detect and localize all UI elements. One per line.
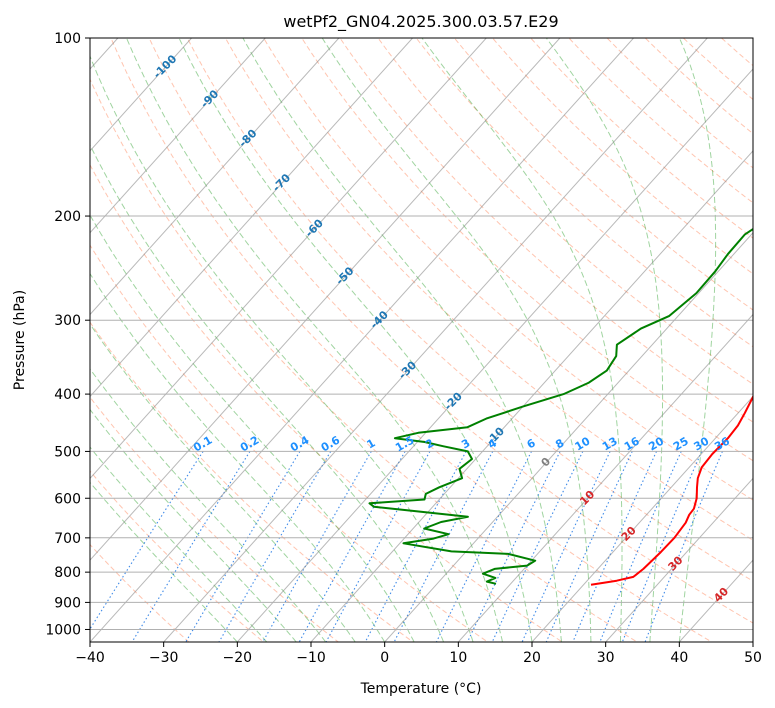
mixing-ratio-line xyxy=(90,451,204,630)
y-tick-label: 900 xyxy=(54,595,81,611)
x-tick-label: 40 xyxy=(670,650,688,666)
dry-adiabat-line xyxy=(224,38,753,541)
isotherm-line xyxy=(90,38,487,480)
y-tick-label: 800 xyxy=(54,565,81,581)
moist-adiabat-line xyxy=(321,38,592,642)
background-lines xyxy=(90,38,753,642)
mixing-ratio-line xyxy=(435,451,532,642)
moist-adiabat-line xyxy=(90,446,268,642)
isotherm-line xyxy=(163,38,708,642)
y-tick-label: 500 xyxy=(54,444,81,460)
plot-frame xyxy=(89,37,754,643)
x-axis-label: Temperature (°C) xyxy=(360,681,482,697)
x-tick-label: 10 xyxy=(449,650,467,666)
moist-adiabat-line xyxy=(90,368,327,642)
isotherm-line xyxy=(90,38,413,398)
dry-adiabat-line xyxy=(339,38,753,423)
dry-adiabat-line xyxy=(90,321,414,642)
mixing-ratio-line xyxy=(262,451,372,642)
dry-adiabat-line xyxy=(148,38,753,624)
x-tick-label: 50 xyxy=(744,650,762,666)
dry-adiabat-line xyxy=(568,38,753,204)
isotherm-line xyxy=(90,38,192,152)
dry-adiabat-line xyxy=(530,38,753,239)
mixing-ratio-line xyxy=(545,451,633,642)
dry-adiabat-line xyxy=(453,38,753,311)
dry-adiabat-line xyxy=(90,244,489,642)
x-tick-label: −20 xyxy=(223,650,253,666)
isotherm-line xyxy=(90,38,340,316)
y-tick-label: 200 xyxy=(54,209,81,225)
y-axis-label: Pressure (hPa) xyxy=(12,290,28,390)
moist-adiabat-line xyxy=(545,38,664,642)
isotherm-line xyxy=(90,38,266,234)
isotherm-line xyxy=(90,38,634,642)
moist-adiabat-line xyxy=(90,143,445,642)
isotherm-line xyxy=(605,477,753,642)
plot-area xyxy=(90,38,753,642)
mixing-ratio-line xyxy=(325,451,431,642)
y-tick-label: 400 xyxy=(54,387,81,403)
x-tick-label: −40 xyxy=(75,650,105,666)
isotherm-line xyxy=(531,395,753,642)
x-tick-label: −30 xyxy=(149,650,179,666)
mixing-ratio-line xyxy=(644,451,723,642)
dewpoint-line xyxy=(368,227,753,585)
moist-adiabat-line xyxy=(90,481,238,642)
moist-adiabat-line xyxy=(90,272,386,642)
x-tick-label: 0 xyxy=(380,650,389,666)
moist-adiabat-line xyxy=(421,38,623,642)
mixing-ratio-line xyxy=(621,451,703,642)
mixing-ratio-line xyxy=(393,451,494,642)
moist-adiabat-line xyxy=(242,38,562,642)
y-tick-label: 600 xyxy=(54,491,81,507)
mixing-ratio-line xyxy=(521,451,611,642)
mixing-ratio-line xyxy=(218,451,332,642)
y-tick-label: 300 xyxy=(54,313,81,329)
dry-adiabat-line xyxy=(90,163,564,642)
isotherm-line xyxy=(457,313,753,642)
mixing-ratio-line xyxy=(491,451,584,642)
moist-adiabat-line xyxy=(90,323,356,642)
mixing-ratio-line xyxy=(599,451,682,642)
x-tick-label: 30 xyxy=(597,650,615,666)
y-tick-label: 100 xyxy=(54,31,81,47)
x-tick-label: −10 xyxy=(296,650,326,666)
y-tick-label: 700 xyxy=(54,531,81,547)
isotherm-line xyxy=(236,68,753,642)
y-axis: 100 200 300 400 500 600 700 800 900 1000 xyxy=(45,31,90,638)
isotherm-line xyxy=(310,150,753,642)
moist-adiabat-line xyxy=(90,408,297,642)
mixing-ratio-line xyxy=(466,451,561,642)
isotherm-line xyxy=(384,232,753,642)
isotherm-line xyxy=(90,38,561,561)
profile-lines xyxy=(368,227,753,586)
moist-adiabat-line xyxy=(90,54,474,642)
x-tick-label: 20 xyxy=(523,650,541,666)
dry-adiabat-line xyxy=(90,78,639,642)
dry-adiabat-line xyxy=(110,38,713,642)
chart-title: wetPf2_GN04.2025.300.03.57.E29 xyxy=(283,12,558,32)
y-tick-label: 1000 xyxy=(45,622,81,638)
temperature-line xyxy=(590,394,753,586)
dry-adiabat-line xyxy=(377,38,753,385)
grid-lines xyxy=(90,38,753,642)
x-axis: −40 −30 −20 −10 0 10 20 30 40 50 xyxy=(75,642,762,666)
dry-adiabat-line xyxy=(263,38,753,501)
mixing-ratio-line xyxy=(298,451,406,642)
